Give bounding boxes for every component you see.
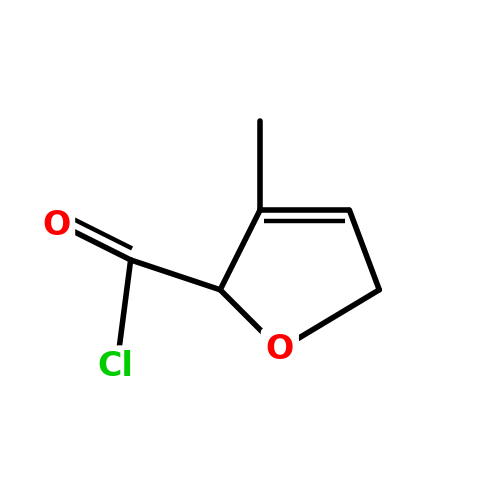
Text: O: O xyxy=(266,333,294,366)
Text: Cl: Cl xyxy=(98,350,134,384)
Text: O: O xyxy=(42,208,70,242)
